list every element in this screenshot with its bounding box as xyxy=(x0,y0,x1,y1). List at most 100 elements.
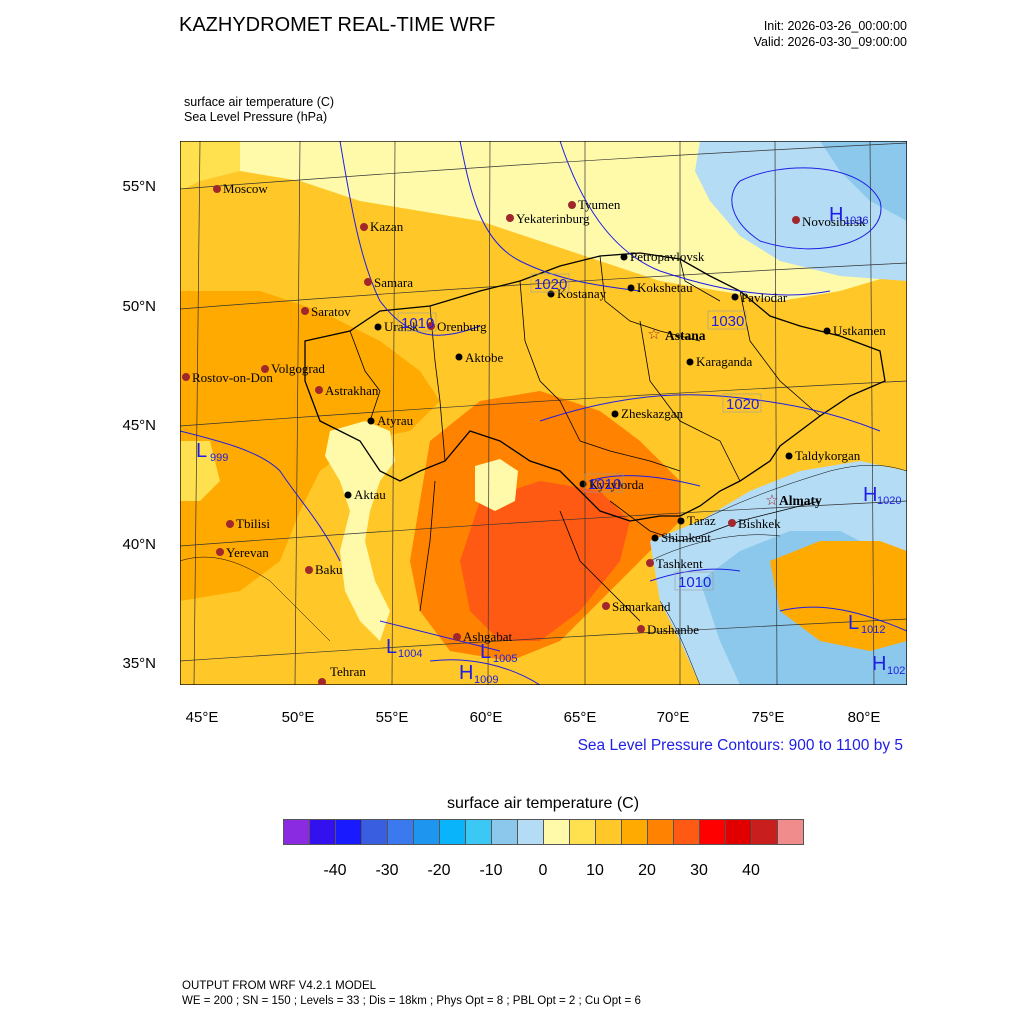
colorbar-swatch xyxy=(544,820,570,844)
city-dot-novosibirsk xyxy=(792,216,800,224)
pressure-center-value: 1004 xyxy=(398,648,422,660)
isobar-label: 1010 xyxy=(678,574,711,591)
city-kyzylorda: Kyzylorda xyxy=(589,477,644,492)
lat-label-45n: 45°N xyxy=(122,417,156,434)
colorbar-label: -10 xyxy=(479,862,503,879)
lon-label-65e: 65°E xyxy=(563,709,597,726)
pressure-center-value: 1005 xyxy=(493,653,517,665)
city-dot-orenburg xyxy=(427,322,435,330)
city-dot-saratov xyxy=(301,307,309,315)
pressure-center-value: 102 xyxy=(887,665,905,677)
city-ashgabat: Ashgabat xyxy=(463,629,512,644)
city-volgograd: Volgograd xyxy=(271,361,325,376)
city-orenburg: Orenburg xyxy=(437,319,487,334)
colorbar-label: -40 xyxy=(323,862,347,879)
city-shimkent: Shimkent xyxy=(661,530,711,545)
city-dot-kokshetau xyxy=(627,284,635,292)
city-moscow: Moscow xyxy=(223,181,268,196)
lon-label-45e: 45°E xyxy=(185,709,219,726)
city-dot-tbilisi xyxy=(226,520,234,528)
colorbar-swatch xyxy=(674,820,700,844)
city-dot-bishkek xyxy=(728,519,736,527)
lat-label-35n: 35°N xyxy=(122,655,156,672)
city-dot-petropavlovsk xyxy=(620,253,628,261)
colorbar-label: -20 xyxy=(427,862,451,879)
pressure-center-value: 1009 xyxy=(474,674,498,685)
isobar-label-box xyxy=(397,312,437,332)
city-dot-ashgabat xyxy=(453,633,461,641)
lon-label-75e: 75°E xyxy=(751,709,785,726)
pressure-center-value: 1020 xyxy=(877,495,901,507)
isobar-label-box xyxy=(584,473,624,493)
city-tehran: Tehran xyxy=(330,664,366,679)
footer-model: OUTPUT FROM WRF V4.2.1 MODEL xyxy=(182,980,377,992)
black-sea xyxy=(180,441,220,501)
temperature-contours xyxy=(180,464,907,685)
pressure-center-letter: H xyxy=(863,484,877,506)
city-uralsk: Uralsk xyxy=(384,319,419,334)
city-dot-ustkamen xyxy=(823,327,831,335)
isobar-label: 1010 xyxy=(588,476,621,493)
city-zheskazgan: Zheskazgan xyxy=(621,406,684,421)
field-label-temperature: surface air temperature (C) xyxy=(184,95,335,109)
graticule xyxy=(180,141,907,685)
city-dot-taldykorgan xyxy=(785,452,793,460)
footer-config: WE = 200 ; SN = 150 ; Levels = 33 ; Dis … xyxy=(182,995,641,1007)
lon-label-80e: 80°E xyxy=(847,709,881,726)
city-dot-samara xyxy=(364,278,372,286)
plot-title: KAZHYDROMET REAL-TIME WRF xyxy=(179,14,496,36)
pressure-center-value: 1036 xyxy=(844,215,868,227)
city-atyrau: Atyrau xyxy=(377,413,414,428)
city-dot-rostov xyxy=(182,373,190,381)
lon-label-50e: 50°E xyxy=(281,709,315,726)
pressure-center-letter: L xyxy=(848,612,859,634)
city-bishkek: Bishkek xyxy=(738,516,781,531)
colorbar-swatch xyxy=(440,820,466,844)
city-dot-shimkent xyxy=(651,534,659,542)
isobar-label-box xyxy=(707,310,747,330)
city-dot-baku xyxy=(305,566,313,574)
colorbar-swatch xyxy=(466,820,492,844)
city-dot-aktau xyxy=(344,491,352,499)
isobar-label: 1020 xyxy=(726,396,759,413)
colorbar-swatch xyxy=(284,820,310,844)
city-almaty: Almaty xyxy=(779,493,822,508)
pressure-centers: H 1036 L 999 H 1020 L 1012 L 1004 L 1005… xyxy=(196,204,905,685)
city-tbilisi: Tbilisi xyxy=(236,516,270,531)
city-dot-karaganda xyxy=(686,358,694,366)
colorbar-swatch xyxy=(310,820,336,844)
lon-label-70e: 70°E xyxy=(656,709,690,726)
colorbar xyxy=(283,819,804,845)
city-dot-kazan xyxy=(360,223,368,231)
city-kostanay: Kostanay xyxy=(557,286,607,301)
city-astana: Astana xyxy=(665,328,706,343)
isobar-label: 1020 xyxy=(534,276,567,293)
colorbar-swatch xyxy=(336,820,362,844)
city-dot-volgograd xyxy=(261,365,269,373)
isobar-label-box xyxy=(530,273,570,293)
temp-zone-nw xyxy=(180,141,240,191)
temp-zone-tarim xyxy=(770,541,907,651)
colorbar-swatch xyxy=(414,820,440,844)
city-petropavlovsk: Petropavlovsk xyxy=(630,249,705,264)
pressure-center-letter: H xyxy=(829,204,843,226)
colorbar-swatch xyxy=(622,820,648,844)
city-dushanbe: Dushanbe xyxy=(647,622,699,637)
city-layer: Moscow Kazan Samara Saratov Volgograd Ro… xyxy=(182,181,886,685)
city-dot-zheskazgan xyxy=(611,410,619,418)
colorbar-swatch xyxy=(388,820,414,844)
colorbar-label: 10 xyxy=(586,862,604,879)
lat-label-55n: 55°N xyxy=(122,178,156,195)
city-dot-astrakhan xyxy=(315,386,323,394)
colorbar-label: -30 xyxy=(375,862,399,879)
colorbar-swatch xyxy=(492,820,518,844)
isobar-label: 1030 xyxy=(711,313,744,330)
city-astrakhan: Astrakhan xyxy=(325,383,379,398)
slp-isobars xyxy=(180,141,907,685)
colorbar-swatch xyxy=(752,820,778,844)
city-samarkand: Samarkand xyxy=(612,599,671,614)
colorbar-label: 20 xyxy=(638,862,656,879)
valid-time: Valid: 2026-03-30_09:00:00 xyxy=(753,35,907,49)
city-aktobe: Aktobe xyxy=(465,350,504,365)
colorbar-swatch xyxy=(596,820,622,844)
